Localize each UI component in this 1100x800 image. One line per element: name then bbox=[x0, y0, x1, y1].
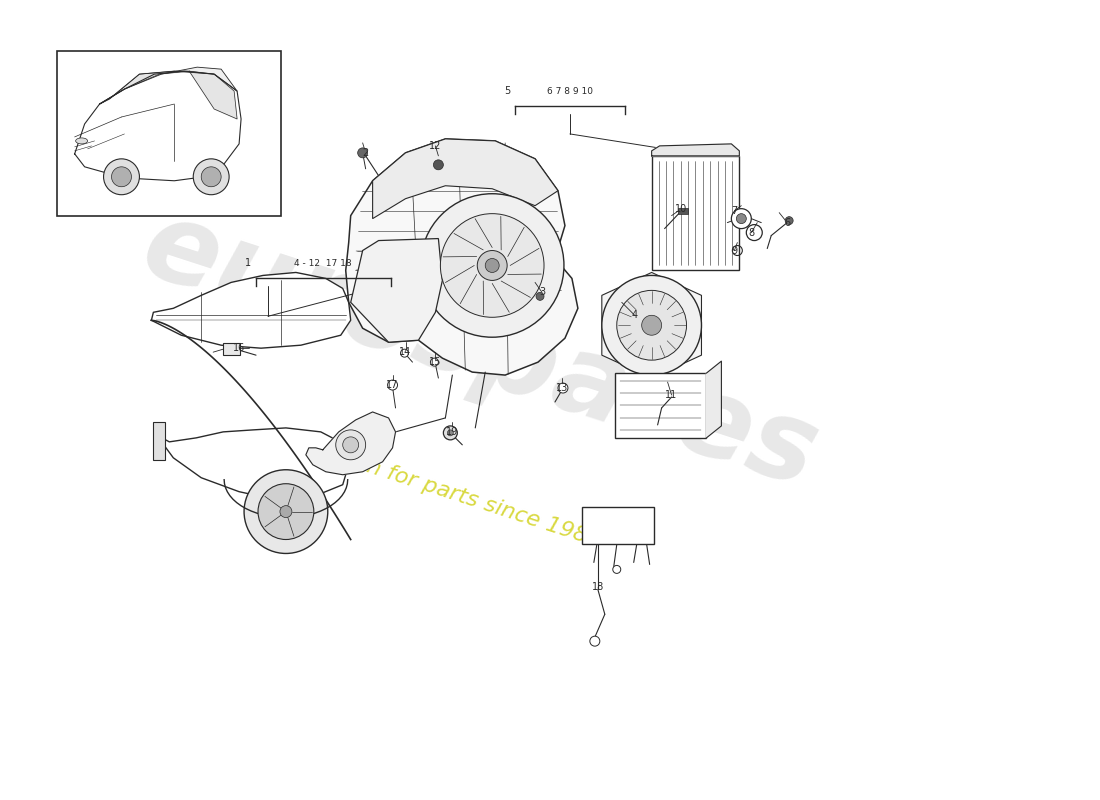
Circle shape bbox=[732, 209, 751, 229]
Circle shape bbox=[111, 167, 132, 186]
Circle shape bbox=[387, 380, 397, 390]
Text: 16: 16 bbox=[233, 343, 245, 353]
Circle shape bbox=[613, 566, 620, 574]
Text: 7: 7 bbox=[732, 206, 737, 216]
Circle shape bbox=[103, 159, 140, 194]
Text: 18: 18 bbox=[592, 582, 604, 592]
Text: 13: 13 bbox=[556, 383, 568, 393]
Circle shape bbox=[336, 430, 365, 460]
Circle shape bbox=[430, 358, 439, 366]
Circle shape bbox=[440, 214, 544, 318]
Circle shape bbox=[343, 437, 359, 453]
Circle shape bbox=[485, 258, 499, 273]
Bar bbox=[153, 422, 165, 460]
Polygon shape bbox=[156, 428, 349, 500]
Text: 17: 17 bbox=[386, 380, 398, 390]
Polygon shape bbox=[602, 273, 702, 378]
Bar bbox=[57, 51, 280, 216]
Text: 5: 5 bbox=[504, 86, 510, 96]
Circle shape bbox=[443, 426, 458, 440]
Polygon shape bbox=[345, 139, 578, 375]
Circle shape bbox=[785, 217, 793, 225]
Text: 1: 1 bbox=[245, 258, 251, 269]
Text: 6 7 8 9 10: 6 7 8 9 10 bbox=[547, 87, 593, 96]
Circle shape bbox=[448, 430, 453, 436]
Text: 11: 11 bbox=[666, 390, 678, 400]
Bar bbox=[223, 343, 240, 355]
Bar bbox=[651, 156, 739, 270]
Text: 4: 4 bbox=[631, 310, 638, 320]
Text: 8: 8 bbox=[748, 227, 755, 238]
Ellipse shape bbox=[76, 138, 88, 144]
Polygon shape bbox=[75, 71, 241, 181]
Text: 12: 12 bbox=[429, 141, 441, 151]
Polygon shape bbox=[100, 67, 238, 104]
Circle shape bbox=[279, 506, 292, 518]
Circle shape bbox=[477, 250, 507, 281]
Circle shape bbox=[400, 349, 408, 357]
Text: eurospares: eurospares bbox=[130, 190, 830, 510]
Circle shape bbox=[641, 315, 661, 335]
Polygon shape bbox=[706, 361, 722, 438]
Text: 14: 14 bbox=[399, 347, 411, 357]
Polygon shape bbox=[373, 139, 558, 218]
Bar bbox=[678, 208, 688, 214]
Bar bbox=[615, 373, 706, 438]
Polygon shape bbox=[351, 238, 442, 342]
Polygon shape bbox=[306, 412, 396, 474]
Circle shape bbox=[201, 167, 221, 186]
Circle shape bbox=[433, 160, 443, 170]
Circle shape bbox=[558, 383, 568, 393]
Circle shape bbox=[736, 214, 746, 224]
Polygon shape bbox=[651, 144, 739, 156]
Circle shape bbox=[358, 148, 367, 158]
Text: a passion for parts since 1985: a passion for parts since 1985 bbox=[277, 428, 604, 551]
Circle shape bbox=[602, 275, 702, 375]
Bar bbox=[582, 506, 653, 545]
Text: 19: 19 bbox=[447, 427, 459, 437]
Circle shape bbox=[590, 636, 600, 646]
Polygon shape bbox=[100, 71, 189, 104]
Text: 2: 2 bbox=[363, 148, 368, 158]
Circle shape bbox=[420, 194, 564, 338]
Text: 9: 9 bbox=[732, 246, 737, 255]
Text: 4 - 12  17 18: 4 - 12 17 18 bbox=[295, 259, 352, 269]
Text: 10: 10 bbox=[675, 204, 688, 214]
Circle shape bbox=[244, 470, 328, 554]
Circle shape bbox=[536, 292, 544, 300]
Circle shape bbox=[617, 290, 686, 360]
Text: 3: 3 bbox=[539, 287, 546, 298]
Text: 6: 6 bbox=[784, 218, 790, 228]
Circle shape bbox=[258, 484, 314, 539]
Polygon shape bbox=[189, 71, 238, 119]
Circle shape bbox=[194, 159, 229, 194]
Text: 15: 15 bbox=[429, 357, 441, 367]
Polygon shape bbox=[152, 273, 351, 348]
